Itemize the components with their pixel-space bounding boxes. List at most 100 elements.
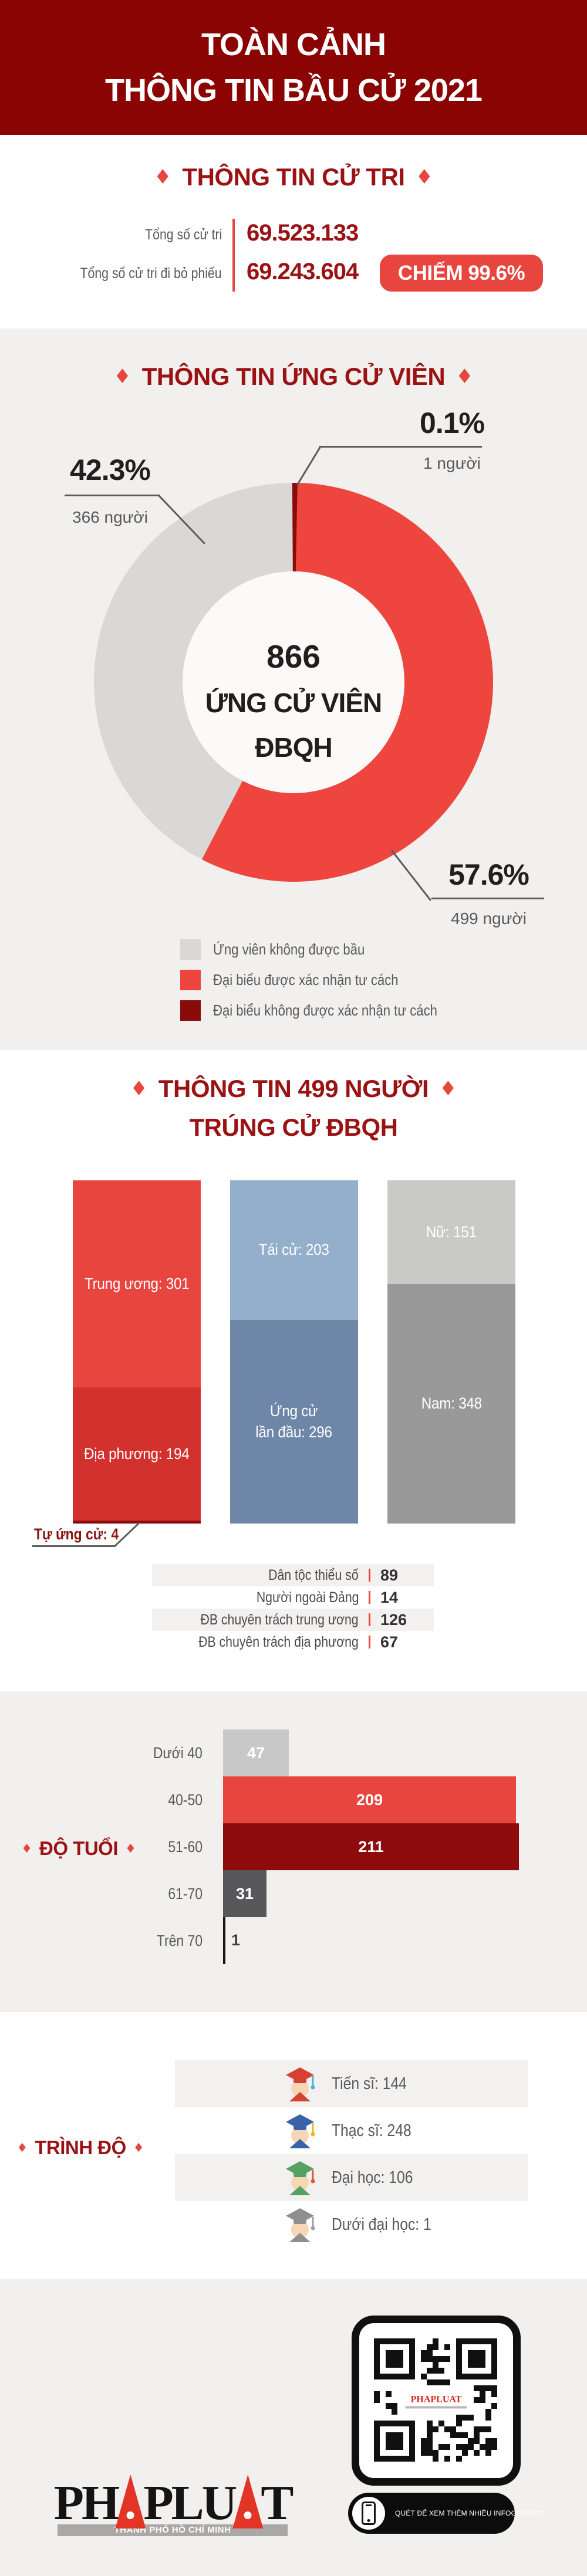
qr-module bbox=[374, 2391, 380, 2397]
qr-module bbox=[480, 2444, 485, 2450]
qr-module bbox=[427, 2368, 433, 2374]
candidates-donut-chart bbox=[94, 483, 493, 882]
qr-module bbox=[444, 2356, 450, 2362]
winners-section-title2: TRÚNG CỬ ĐBQH bbox=[0, 1113, 587, 1142]
logo-text: PH bbox=[53, 2476, 120, 2530]
education-row: Đại học: 106 bbox=[175, 2154, 528, 2201]
qr-module bbox=[491, 2385, 497, 2391]
qr-module bbox=[444, 2344, 450, 2350]
qr-module bbox=[480, 2397, 485, 2403]
qr-module bbox=[386, 2391, 392, 2397]
turnout-badge: CHIẾM 99.6% bbox=[380, 255, 543, 292]
diamond-icon: ♦ bbox=[21, 1841, 32, 1856]
qr-module bbox=[392, 2403, 397, 2409]
qr-module bbox=[433, 2356, 438, 2362]
legend-label: Đại biểu được xác nhận tư cách bbox=[213, 971, 399, 989]
legend-label: Ứng viên không được bầu bbox=[213, 940, 365, 958]
graduate-icon bbox=[286, 2114, 315, 2148]
graduate-icon bbox=[286, 2161, 315, 2195]
qr-code: PHAPLUAT bbox=[352, 2316, 521, 2486]
logo-text: PLU bbox=[143, 2476, 237, 2530]
qr-module bbox=[421, 2450, 427, 2456]
education-row: Thạc sĩ: 248 bbox=[175, 2107, 528, 2154]
stacked-column: Trung ương: 301 Địa phương: 194 bbox=[73, 1180, 201, 1524]
age-bar bbox=[223, 1917, 225, 1964]
winners-section-title: ♦ THÔNG TIN 499 NGƯỜI ♦ bbox=[0, 1075, 587, 1103]
qr-module bbox=[485, 2385, 491, 2391]
candidates-section-title: ♦ THÔNG TIN ỨNG CỬ VIÊN ♦ bbox=[0, 363, 587, 391]
age-category-label: Dưới 40 bbox=[0, 1729, 203, 1776]
qr-module bbox=[427, 2432, 433, 2438]
education-row: Dưới đại học: 1 bbox=[175, 2201, 528, 2248]
candidates-title-text: THÔNG TIN ỨNG CỬ VIÊN bbox=[141, 363, 446, 390]
education-row: Tiến sĩ: 144 bbox=[175, 2060, 528, 2107]
age-bar-value: 1 bbox=[231, 1931, 241, 1949]
qr-module bbox=[468, 2415, 474, 2421]
diamond-icon: ♦ bbox=[130, 1077, 148, 1101]
qr-module bbox=[468, 2350, 485, 2368]
qr-module bbox=[468, 2438, 474, 2444]
qr-module bbox=[474, 2438, 480, 2444]
diamond-icon: ♦ bbox=[125, 1841, 136, 1856]
donut-center-label: 866 ỨNG CỬ VIÊN ĐBQH bbox=[182, 641, 405, 761]
graduate-icon bbox=[286, 2067, 315, 2101]
age-bar-chart: Dưới 40 47 40-50 209 51-60 211 61-70 31 Trên 70 1 bbox=[0, 1729, 587, 1964]
stat-divider bbox=[369, 1569, 370, 1582]
stat-divider bbox=[369, 1591, 370, 1604]
column-segment: Nam: 348 bbox=[387, 1284, 515, 1524]
legend-item: Ứng viên không được bầu bbox=[180, 939, 477, 960]
qr-module bbox=[456, 2456, 462, 2462]
donut-callout-people: 499 người bbox=[451, 909, 527, 928]
age-category-label: Trên 70 bbox=[0, 1917, 203, 1964]
qr-center-logo: PHAPLUAT bbox=[405, 2392, 467, 2409]
qr-module bbox=[456, 2444, 462, 2450]
qr-module bbox=[438, 2356, 444, 2362]
qr-module bbox=[444, 2444, 450, 2450]
stat-row: ĐB chuyên trách địa phương 67 bbox=[152, 1631, 434, 1653]
scan-cta-text: QUÉT ĐỂ XEM THÊM NHIỀU INFOGRAPHIC bbox=[395, 2509, 544, 2517]
column-segment bbox=[73, 1521, 201, 1524]
qr-module bbox=[433, 2379, 438, 2385]
legend-swatch bbox=[180, 970, 201, 990]
qr-module bbox=[438, 2368, 444, 2374]
age-category-text: Dưới 40 bbox=[153, 1744, 203, 1762]
qr-module bbox=[462, 2450, 468, 2456]
stat-value: 67 bbox=[380, 1633, 399, 1651]
qr-module bbox=[433, 2456, 438, 2462]
qr-module bbox=[427, 2438, 433, 2444]
donut-center-line3: ĐBQH bbox=[255, 732, 332, 763]
age-bar: 31 bbox=[223, 1870, 266, 1917]
qr-module bbox=[427, 2421, 433, 2426]
column-segment: Tái cử: 203 bbox=[230, 1180, 358, 1320]
diamond-icon: ♦ bbox=[439, 1077, 457, 1101]
qr-module bbox=[374, 2397, 380, 2403]
qr-module bbox=[421, 2374, 427, 2379]
stat-label: Người ngoài Đảng bbox=[256, 1589, 359, 1606]
qr-module bbox=[491, 2444, 497, 2450]
qr-module bbox=[491, 2438, 497, 2444]
age-bar-value: 31 bbox=[235, 1884, 254, 1903]
diamond-icon: ♦ bbox=[113, 365, 131, 388]
graduate-icon bbox=[286, 2208, 315, 2242]
age-category-label: 40-50 bbox=[0, 1776, 203, 1823]
logo-triangle-a-icon bbox=[232, 2475, 264, 2528]
winners-stats-list: Dân tộc thiểu số 89 Người ngoài Đảng 14 ĐB c… bbox=[152, 1564, 434, 1653]
donut-callout-pct: 0.1% bbox=[420, 407, 485, 439]
education-label: Dưới đại học: 1 bbox=[332, 2215, 431, 2234]
qr-module bbox=[462, 2432, 468, 2438]
qr-module bbox=[456, 2415, 462, 2421]
qr-module bbox=[462, 2444, 468, 2450]
legend-swatch bbox=[180, 939, 201, 960]
qr-module bbox=[450, 2426, 456, 2432]
qr-module bbox=[491, 2391, 497, 2397]
column-segment: Ứng cử lần đầu: 296 bbox=[230, 1320, 358, 1524]
qr-module bbox=[427, 2344, 433, 2350]
age-bar: 209 bbox=[223, 1776, 516, 1823]
qr-module bbox=[438, 2444, 444, 2450]
qr-module bbox=[480, 2391, 485, 2397]
qr-module bbox=[433, 2362, 438, 2368]
logo-text: T bbox=[261, 2476, 294, 2530]
age-bar: 47 bbox=[223, 1729, 289, 1776]
qr-module bbox=[438, 2421, 444, 2426]
education-title-text: TRÌNH ĐỘ bbox=[35, 2137, 126, 2158]
